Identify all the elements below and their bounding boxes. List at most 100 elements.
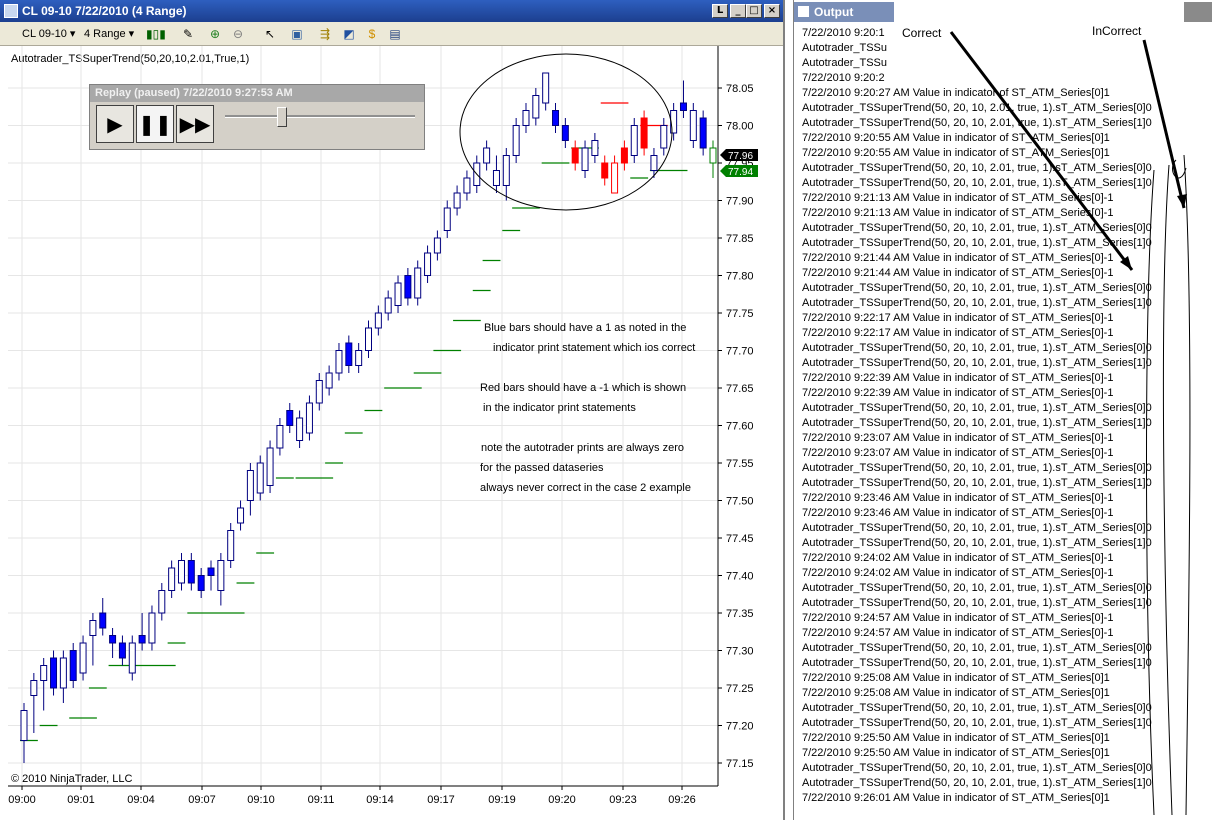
annotation-line-6: for the passed dataseries <box>480 462 604 474</box>
y-tick-label: 78.00 <box>726 121 754 133</box>
fast-forward-button[interactable]: ▶▶ <box>176 105 214 143</box>
y-tick-label: 77.45 <box>726 533 754 545</box>
candle-body <box>355 350 363 366</box>
incorrect-scribble-3 <box>1183 154 1191 816</box>
properties-icon[interactable]: ▤ <box>389 27 401 41</box>
candlestick-style-icon[interactable]: ▮▯▮ <box>146 27 166 41</box>
copyright-text: © 2010 NinjaTrader, LLC <box>11 773 133 785</box>
instrument-selector[interactable]: CL 09-10 ▾ <box>22 28 76 40</box>
candle-body <box>630 125 638 156</box>
x-tick-label: 09:23 <box>609 794 637 806</box>
candle-body <box>207 567 215 576</box>
output-log-line: Autotrader_TSSu <box>802 57 887 69</box>
incorrect-scribble-4 <box>1172 159 1187 179</box>
output-log-line: 7/22/2010 9:23:07 AM Value in indicator … <box>802 432 1114 444</box>
output-log-line: 7/22/2010 9:20:2 <box>802 72 885 84</box>
candle-body <box>374 312 382 329</box>
y-tick-label: 77.70 <box>726 346 754 358</box>
candle-body <box>552 110 560 126</box>
output-log-line: Autotrader_TSSuperTrend(50, 20, 10, 2.01… <box>802 717 1152 729</box>
replay-slider-thumb[interactable] <box>277 107 287 127</box>
incorrect-label-box <box>1084 2 1184 68</box>
output-annotation-arrows <box>949 31 1191 816</box>
candle-body <box>512 125 520 156</box>
chart-title-bar[interactable]: CL 09-10 7/22/2010 (4 Range) L _ □ × <box>0 0 783 22</box>
output-log-line: Autotrader_TSSuperTrend(50, 20, 10, 2.01… <box>802 297 1152 309</box>
indicators-icon[interactable]: ◩ <box>343 27 355 41</box>
cursor-icon[interactable]: ↖ <box>264 27 276 41</box>
candle-body <box>237 507 245 524</box>
last-price-label: 77.96 <box>728 151 753 162</box>
x-tick-label: 09:17 <box>427 794 455 806</box>
close-button[interactable]: × <box>764 4 780 18</box>
dollar-icon[interactable]: $ <box>368 27 376 41</box>
candle-body <box>286 410 294 426</box>
play-button[interactable]: ▶ <box>96 105 134 143</box>
x-tick-label: 09:01 <box>67 794 95 806</box>
replay-title: Replay (paused) 7/22/2010 9:27:53 AM <box>90 85 424 102</box>
correct-arrowhead <box>1120 256 1132 270</box>
strategy-icon[interactable]: ⇶ <box>319 27 331 41</box>
output-log-line: 7/22/2010 9:22:17 AM Value in indicator … <box>802 312 1114 324</box>
replay-slider-track[interactable] <box>225 115 415 118</box>
minimize-button[interactable]: _ <box>730 4 746 18</box>
period-selector-label: 4 Range <box>84 28 126 40</box>
correct-arrow <box>949 31 1134 271</box>
candlestick-bars <box>20 72 717 763</box>
output-log-line: Autotrader_TSSuperTrend(50, 20, 10, 2.01… <box>802 237 1152 249</box>
candle-body <box>591 140 599 156</box>
output-log-line: Autotrader_TSSuperTrend(50, 20, 10, 2.01… <box>802 342 1152 354</box>
output-log-line: Autotrader_TSSuperTrend(50, 20, 10, 2.01… <box>802 417 1152 429</box>
output-log-line: 7/22/2010 9:23:46 AM Value in indicator … <box>802 492 1114 504</box>
candle-body <box>296 417 304 441</box>
candle-body <box>79 642 87 674</box>
candle-body <box>40 665 48 681</box>
candle-body <box>365 327 372 351</box>
y-tick-label: 77.85 <box>726 233 754 245</box>
candle-body <box>424 252 432 276</box>
price-chart[interactable]: 78.0578.0077.9577.9077.8577.8077.7577.70… <box>0 46 783 816</box>
y-tick-label: 78.05 <box>726 83 754 95</box>
annotation-line-2: indicator print statement which ios corr… <box>493 342 696 354</box>
candle-body <box>433 237 441 254</box>
output-log-line: 7/22/2010 9:21:44 AM Value in indicator … <box>802 252 1114 264</box>
output-title-bar[interactable]: Output <box>794 2 894 22</box>
candle-body <box>709 147 717 164</box>
replay-panel: Replay (paused) 7/22/2010 9:27:53 AM ▶ ❚… <box>89 84 425 150</box>
candle-body <box>158 590 166 614</box>
candle-body <box>20 710 28 741</box>
candle-body <box>384 297 392 314</box>
x-tick-label: 09:04 <box>127 794 155 806</box>
candle-body <box>502 155 510 186</box>
data-box-icon[interactable]: ▣ <box>291 27 303 41</box>
x-tick-label: 09:20 <box>548 794 576 806</box>
help-icon[interactable]: L <box>712 4 728 18</box>
maximize-button[interactable]: □ <box>746 4 762 18</box>
output-log[interactable]: 7/22/2010 9:20:1 Autotrader_TSSu Autotrade… <box>802 26 1202 806</box>
output-log-line: 7/22/2010 9:24:57 AM Value in indicator … <box>802 627 1114 639</box>
y-tick-label: 77.55 <box>726 458 754 470</box>
output-log-line: Autotrader_TSSuperTrend(50, 20, 10, 2.01… <box>802 462 1152 474</box>
drawing-tool-icon[interactable]: ✎ <box>182 27 194 41</box>
candle-body <box>483 147 491 164</box>
output-log-line: Autotrader_TSSuperTrend(50, 20, 10, 2.01… <box>802 777 1152 789</box>
period-selector[interactable]: 4 Range ▾ <box>84 28 135 40</box>
candle-body <box>679 102 687 111</box>
y-tick-label: 77.50 <box>726 496 754 508</box>
candle-body <box>69 650 77 681</box>
output-log-line: Autotrader_TSSuperTrend(50, 20, 10, 2.01… <box>802 762 1152 774</box>
zoom-in-icon[interactable]: ⊕ <box>209 27 221 41</box>
output-log-line: 7/22/2010 9:21:13 AM Value in indicator … <box>802 207 1114 219</box>
candle-body <box>315 380 323 404</box>
y-tick-label: 77.25 <box>726 683 754 695</box>
candle-body <box>59 657 67 689</box>
output-log-line: Autotrader_TSSuperTrend(50, 20, 10, 2.01… <box>802 522 1152 534</box>
pause-button[interactable]: ❚❚ <box>136 105 174 143</box>
candle-body <box>266 447 274 486</box>
x-tick-label: 09:11 <box>308 794 335 806</box>
output-window: Output 7/22/2010 9:20:1 Autotrader_TSSu Au… <box>793 0 1212 820</box>
candle-body <box>394 282 402 306</box>
x-tick-label: 09:26 <box>668 794 696 806</box>
output-log-line: Autotrader_TSSuperTrend(50, 20, 10, 2.01… <box>802 402 1152 414</box>
zoom-out-icon[interactable]: ⊖ <box>232 27 244 41</box>
